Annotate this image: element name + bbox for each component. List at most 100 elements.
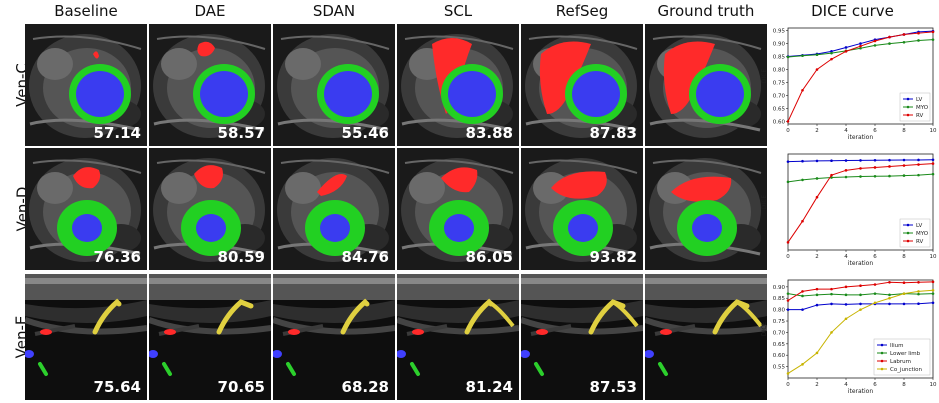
data-point [859, 284, 862, 287]
data-point [888, 42, 891, 45]
dice-curve-ven-d: 0 2 4 6 8 10 iteration DICE LV MYO RV [760, 148, 939, 272]
panel-ven-d-scl: 86.05 [397, 148, 519, 270]
data-point [902, 281, 906, 285]
panel-ven-c-dae: 58.57 [149, 24, 271, 146]
panel-ven-e-refseg: 87.53 [521, 274, 643, 400]
panel-image [273, 274, 395, 400]
data-point [815, 177, 819, 180]
x-tick-label: 0 [786, 382, 790, 388]
data-point [917, 163, 920, 166]
dice-score: 70.65 [217, 378, 265, 396]
x-tick-label: 8 [902, 128, 906, 134]
data-point [902, 174, 906, 177]
y-tick-label: 0.90 [773, 42, 786, 48]
y-axis-label: DICE [761, 322, 768, 337]
data-point [830, 173, 833, 177]
panel-ven-c-baseline: 57.14 [25, 24, 147, 146]
panel-image [645, 24, 767, 146]
panel-image [273, 24, 395, 146]
data-point [815, 53, 819, 57]
data-point [815, 195, 819, 199]
data-point [873, 39, 877, 43]
panel-image [149, 274, 271, 400]
data-point [801, 54, 804, 58]
x-tick-label: 0 [786, 254, 790, 260]
dice-score: 83.88 [465, 124, 513, 142]
data-point [873, 301, 877, 305]
panel-image [149, 24, 271, 146]
y-tick-label: 0.80 [773, 68, 786, 74]
data-point [902, 302, 906, 306]
x-tick-label: 10 [930, 382, 937, 388]
data-point [844, 303, 848, 306]
y-tick-label: 0.60 [773, 353, 786, 359]
x-tick-label: 4 [844, 382, 848, 388]
legend-label: MYO [916, 105, 929, 111]
data-point [873, 283, 877, 286]
data-point [931, 162, 935, 165]
panel-image [397, 24, 519, 146]
legend-label: Labrum [890, 359, 911, 365]
data-point [801, 294, 804, 298]
dice-score: 55.46 [341, 124, 389, 142]
x-tick-label: 4 [844, 128, 848, 134]
panel-ven-d-sdan: 84.76 [273, 148, 395, 270]
x-tick-label: 4 [844, 254, 848, 260]
panel-image [521, 148, 643, 270]
column-header-dae: DAE [194, 2, 226, 20]
data-point [859, 46, 862, 50]
panel-image [25, 274, 147, 400]
y-tick-label: 0.55 [773, 365, 786, 371]
x-tick-label: 2 [815, 254, 819, 260]
panel-ven-c-ground-truth [645, 24, 767, 146]
data-point [844, 317, 848, 321]
panel-image [521, 24, 643, 146]
data-point [902, 164, 906, 167]
column-header-ground-truth: Ground truth [657, 2, 755, 20]
y-tick-label: 0.85 [773, 55, 786, 61]
panel-ven-c-sdan: 55.46 [273, 24, 395, 146]
x-tick-label: 2 [815, 128, 819, 134]
legend-label: LV [916, 97, 922, 103]
dice-curve-ven-c: 0 2 4 6 8 10 0.60 0.65 0.70 0.75 0.80 0.85 0.90 0.95 i… [760, 22, 939, 146]
data-point [873, 44, 877, 47]
legend-label: Ilium [890, 343, 904, 349]
panel-ven-d-dae: 80.59 [149, 148, 271, 270]
dice-score: 93.82 [589, 248, 637, 266]
panel-ven-e-sdan: 68.28 [273, 274, 395, 400]
y-tick-label: 0.70 [773, 330, 786, 336]
data-point [786, 299, 790, 302]
data-point [844, 50, 848, 53]
data-point [902, 158, 906, 162]
data-point [931, 172, 935, 176]
x-axis-label: iteration [848, 134, 874, 141]
data-point [859, 175, 862, 178]
data-point [830, 292, 833, 296]
column-header-refseg: RefSeg [555, 2, 609, 20]
y-tick-label: 0.65 [773, 342, 786, 348]
data-point [815, 159, 819, 163]
column-header-baseline: Baseline [54, 2, 118, 20]
data-point [931, 280, 935, 284]
data-point [801, 159, 804, 163]
data-point [815, 287, 819, 291]
column-header-sdan: SDAN [312, 2, 356, 20]
data-point [902, 33, 906, 36]
y-tick-label: 0.85 [773, 296, 786, 302]
data-point [844, 285, 848, 289]
data-point [786, 120, 790, 123]
y-tick-label: 0.75 [773, 80, 786, 86]
dice-score: 76.36 [93, 248, 141, 266]
data-point [931, 30, 935, 34]
data-point [830, 57, 833, 61]
data-point [931, 292, 935, 295]
data-point [801, 290, 804, 293]
x-tick-label: 6 [873, 128, 877, 134]
data-point [830, 50, 833, 53]
panel-ven-e-baseline: 75.64 [25, 274, 147, 400]
dice-score: 86.05 [465, 248, 513, 266]
data-point [859, 44, 862, 48]
y-tick-label: 0.60 [773, 119, 786, 125]
data-point [859, 308, 862, 311]
data-point [888, 165, 891, 168]
